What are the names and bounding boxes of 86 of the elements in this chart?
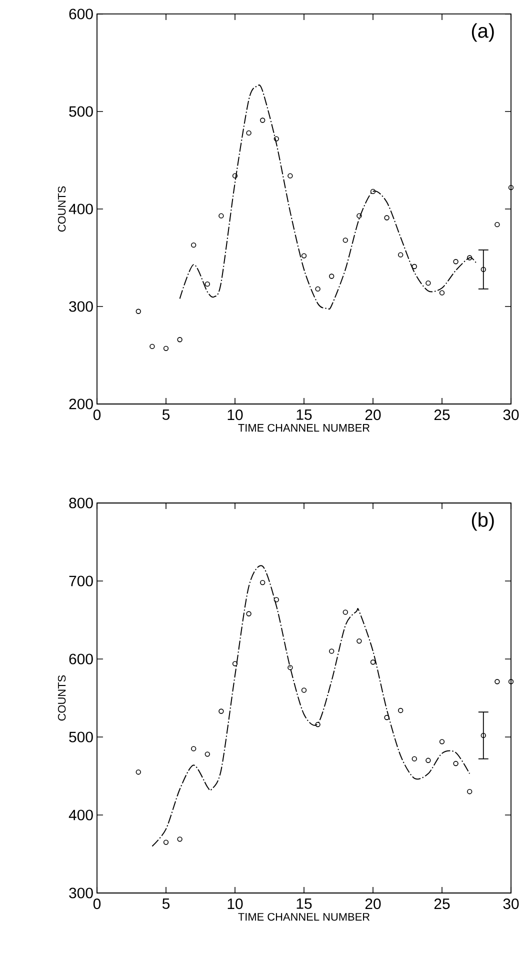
point <box>494 222 500 228</box>
point <box>260 580 266 586</box>
y-tick-label: 200 <box>69 398 93 410</box>
point <box>232 173 238 178</box>
x-tick-label: 5 <box>162 410 170 420</box>
point <box>412 756 417 762</box>
line-series <box>152 565 470 847</box>
point <box>218 708 224 714</box>
y-tick-label: 600 <box>69 8 93 20</box>
point <box>136 308 141 314</box>
point <box>288 664 293 670</box>
point <box>274 597 279 602</box>
point <box>329 274 334 279</box>
x-axis-title: TIME CHANNEL NUMBER <box>238 424 370 432</box>
point <box>412 264 417 270</box>
y-tick-label: 300 <box>69 888 93 898</box>
x-tick-label: 25 <box>434 410 450 420</box>
x-tick-label: 5 <box>162 898 170 909</box>
point <box>177 836 182 842</box>
point <box>342 610 348 615</box>
x-tick-label: 10 <box>228 410 243 420</box>
point <box>329 648 334 654</box>
point <box>398 252 404 258</box>
point <box>246 611 252 616</box>
point <box>453 259 458 264</box>
point <box>384 215 390 220</box>
point <box>301 688 307 693</box>
point <box>232 661 238 666</box>
point <box>508 679 514 684</box>
point <box>218 213 224 218</box>
point <box>439 739 445 744</box>
point <box>204 752 210 757</box>
x-tick-label: 30 <box>503 410 519 420</box>
point <box>426 758 431 763</box>
point <box>467 789 472 794</box>
point <box>439 290 445 296</box>
point <box>315 722 320 728</box>
point <box>191 746 196 752</box>
point <box>508 184 514 190</box>
y-axis-title: COUNTS <box>58 675 66 721</box>
y-tick-label: 800 <box>69 498 93 508</box>
point <box>150 344 155 350</box>
point <box>274 136 279 142</box>
point <box>301 253 307 258</box>
x-tick-label: 25 <box>434 898 450 910</box>
y-tick-label: 600 <box>69 654 93 664</box>
y-tick-label: 500 <box>69 106 93 117</box>
point <box>356 213 362 218</box>
point <box>384 714 390 720</box>
point <box>204 281 210 287</box>
point <box>467 255 472 260</box>
y-tick-label: 300 <box>69 301 93 312</box>
point <box>163 346 169 352</box>
y-axis-title: COUNTS <box>58 186 66 232</box>
point <box>426 280 431 286</box>
point <box>136 770 141 775</box>
x-tick-label: 15 <box>296 898 312 909</box>
point <box>356 638 362 644</box>
x-tick-label: 0 <box>93 410 101 420</box>
point <box>315 286 320 292</box>
point <box>177 337 182 342</box>
point <box>260 118 266 123</box>
point <box>453 760 458 766</box>
chart-title: (b) <box>472 512 494 531</box>
point <box>288 173 293 178</box>
y-tick-label: 400 <box>68 204 93 214</box>
y-tick-label: 500 <box>69 732 93 742</box>
x-axis-title: TIME CHANNEL NUMBER <box>238 912 370 921</box>
x-tick-label: 15 <box>296 410 312 420</box>
line-series <box>179 86 478 309</box>
y-tick-label: 700 <box>69 576 93 586</box>
point <box>246 130 252 136</box>
x-tick-label: 30 <box>503 898 519 910</box>
point <box>370 188 376 194</box>
y-tick-label: 400 <box>68 810 93 820</box>
point <box>163 840 169 845</box>
x-tick-label: 20 <box>365 898 381 910</box>
point <box>191 242 196 248</box>
point <box>398 708 404 714</box>
x-tick-label: 0 <box>93 898 101 910</box>
point <box>494 679 500 684</box>
x-tick-label: 10 <box>228 898 243 910</box>
x-tick-label: 20 <box>365 410 381 420</box>
point <box>370 660 376 665</box>
point <box>342 238 348 243</box>
chart-title: (a) <box>472 23 494 42</box>
